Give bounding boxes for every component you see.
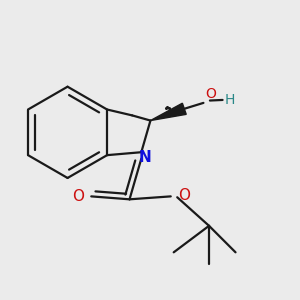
Text: O: O (178, 188, 190, 203)
Polygon shape (150, 103, 186, 121)
Text: N: N (139, 150, 151, 165)
Text: H: H (225, 93, 235, 107)
Text: O: O (205, 87, 216, 101)
Text: O: O (72, 189, 84, 204)
